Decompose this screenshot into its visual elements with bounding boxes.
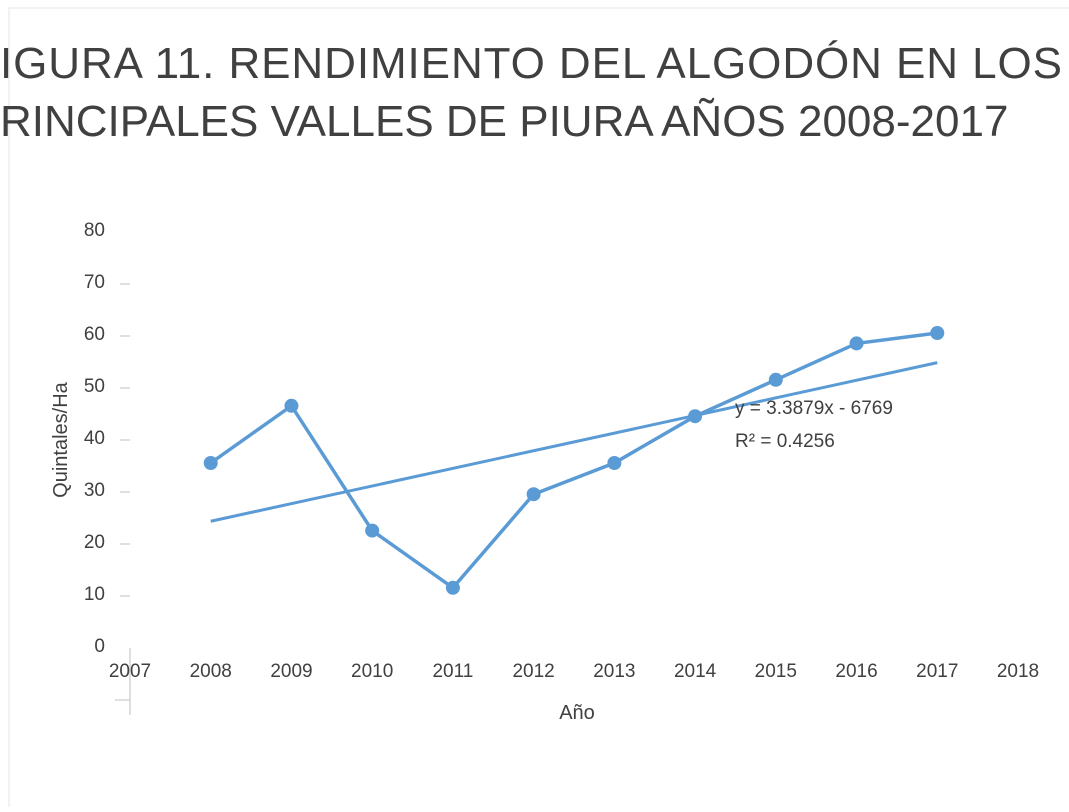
trendline-r-squared: R² = 0.4256: [735, 431, 835, 452]
x-tick-label: 2016: [835, 661, 877, 682]
data-point: [365, 523, 380, 538]
x-tick-label: 2017: [916, 661, 958, 682]
x-tick-label: 2018: [997, 661, 1039, 682]
y-tick-label: 70: [84, 272, 105, 293]
chart-title: IGURA 11. RENDIMIENTO DEL ALGODÓN EN LOS: [0, 39, 1062, 88]
y-tick-label: 60: [84, 324, 105, 345]
y-tick-label: 0: [94, 636, 105, 657]
y-tick-label: 50: [84, 376, 105, 397]
data-point: [849, 336, 864, 351]
x-tick-label: 2010: [351, 661, 393, 682]
x-tick-label: 2008: [190, 661, 232, 682]
x-tick-label: 2015: [755, 661, 797, 682]
trendline-equation: y = 3.3879x - 6769: [735, 398, 893, 419]
data-point: [445, 580, 460, 595]
data-point: [203, 456, 218, 470]
data-point: [526, 487, 541, 502]
chart-title: RINCIPALES VALLES DE PIURA AÑOS 2008-201…: [0, 96, 1008, 146]
y-tick-label: 30: [84, 480, 105, 501]
x-tick-label: 2014: [674, 661, 717, 682]
y-axis-label: Quintales/Ha: [50, 381, 72, 497]
x-tick-label: 2012: [512, 661, 554, 682]
x-tick-label: 2007: [109, 661, 151, 682]
chart-border: [8, 7, 1069, 812]
y-tick-label: 20: [84, 532, 105, 553]
y-tick-label: 40: [84, 428, 105, 449]
data-point: [284, 398, 299, 413]
trendline: [210, 361, 938, 523]
data-point: [930, 326, 945, 340]
data-point: [768, 372, 783, 387]
x-tick-label: 2009: [270, 661, 312, 682]
y-tick-label: 10: [84, 584, 105, 605]
y-tick-label: 80: [84, 220, 105, 241]
series-line: [209, 331, 938, 591]
x-tick-label: 2013: [593, 661, 635, 682]
x-tick-label: 2011: [432, 661, 473, 682]
data-point: [607, 456, 622, 470]
x-axis-label: Año: [559, 702, 595, 724]
data-point: [688, 409, 703, 424]
